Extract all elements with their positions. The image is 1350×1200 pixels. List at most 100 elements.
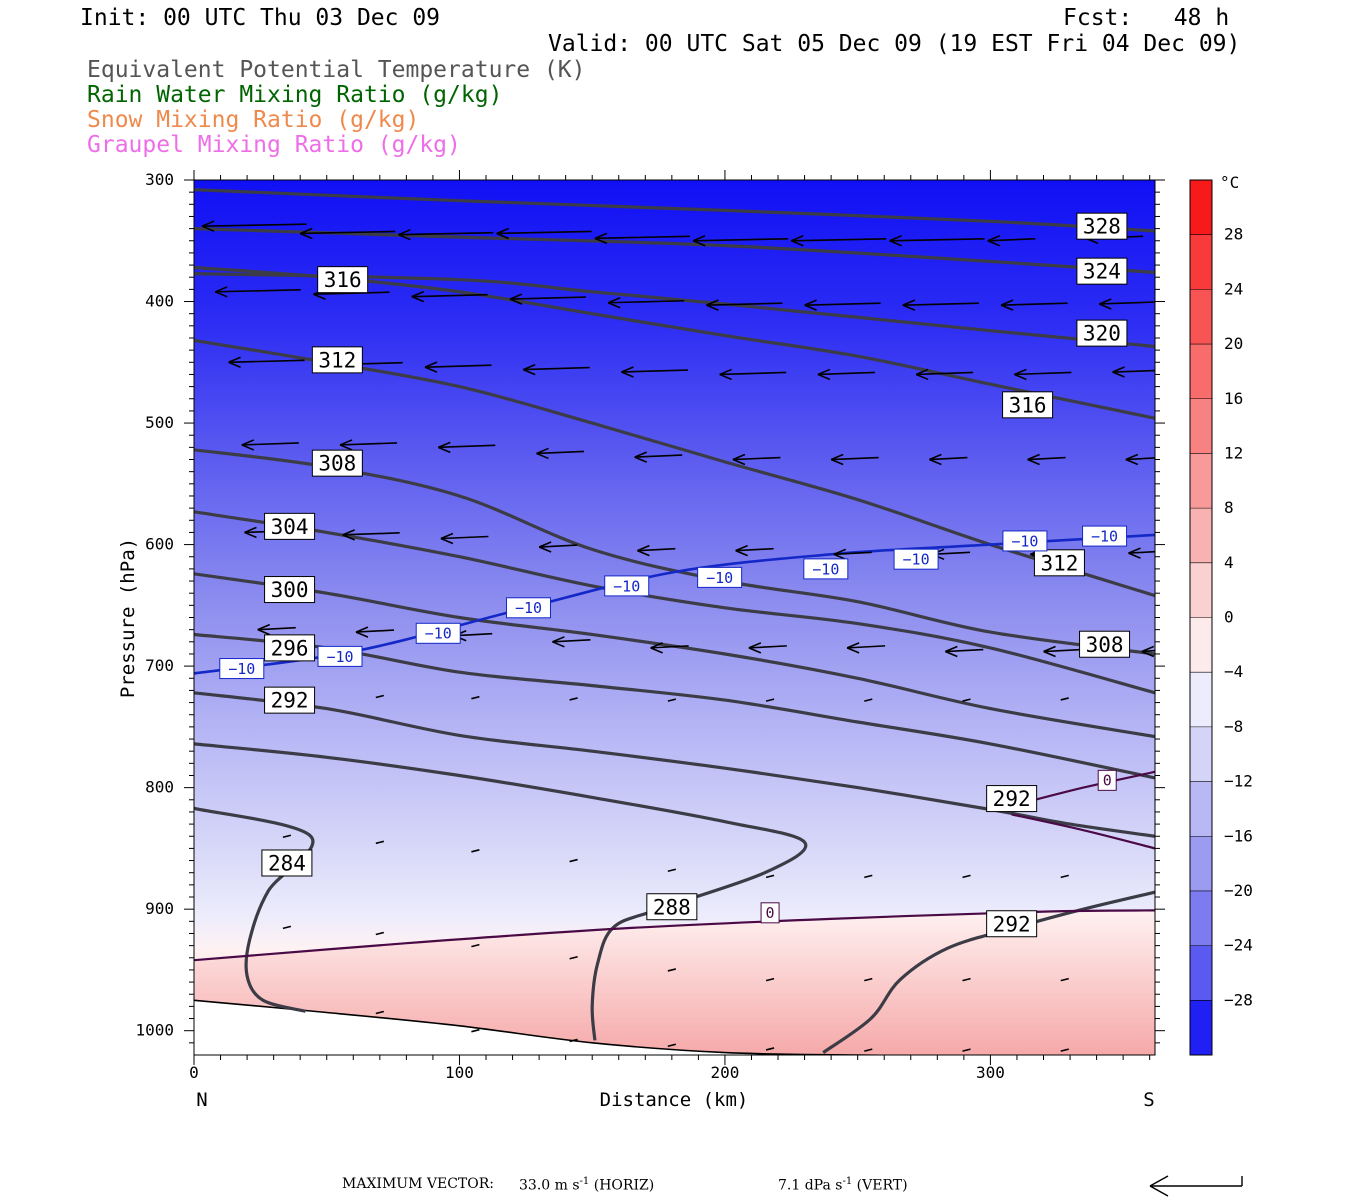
colorbar-swatch — [1190, 289, 1212, 345]
wind-vector — [830, 453, 879, 466]
theta-e-label-308-box — [311, 449, 363, 477]
colorbar-label: 28 — [1224, 225, 1243, 244]
colorbar-label: −12 — [1224, 772, 1253, 791]
wind-vector-small — [282, 925, 292, 930]
forecast-hour: Fcst: 48 h — [1063, 5, 1230, 31]
max-horiz-vector: 33.0 m s-1 (HORIZ) — [519, 1176, 655, 1194]
colorbar-label: −16 — [1224, 826, 1253, 845]
theta-e-label-312-b-box — [1033, 549, 1085, 577]
theta-e-contour-292 — [194, 691, 1155, 838]
theta-e-label-296-box — [264, 634, 316, 662]
colorbar-swatch — [1190, 1000, 1212, 1056]
wind-vector — [607, 297, 685, 309]
theta-e-label-284-box — [261, 849, 313, 877]
theta-e-label-292-box — [986, 910, 1038, 938]
isotherm-minus10c-label-2: −10 — [425, 625, 452, 643]
wind-vector — [732, 453, 781, 466]
colorbar-swatch — [1190, 672, 1212, 728]
wind-vector-small — [667, 698, 677, 702]
wind-vector — [1098, 298, 1155, 310]
wind-vector-small — [1060, 1048, 1069, 1052]
theta-e-label-312-b: 312 — [1040, 551, 1078, 575]
wind-vector-small — [864, 1048, 873, 1052]
theta-e-label-328-box — [1076, 212, 1128, 240]
theta-e-label-292-box — [264, 686, 316, 714]
colorbar-swatch — [1190, 836, 1212, 892]
terrain — [194, 1000, 858, 1055]
colorbar-unit: °C — [1220, 173, 1239, 192]
y-tick-label: 500 — [145, 413, 174, 432]
wind-vector — [735, 544, 774, 557]
y-tick-label: 300 — [145, 170, 174, 189]
wind-vector — [621, 366, 688, 378]
above-freezing-region — [194, 910, 1155, 1055]
colorbar-label: 20 — [1224, 334, 1243, 353]
wind-vector — [846, 642, 886, 654]
ground-line — [194, 999, 939, 1055]
wind-vector — [241, 439, 299, 451]
colorbar-swatch — [1190, 398, 1212, 454]
isotherm-minus10c-label-8-box — [1002, 530, 1048, 552]
isotherm-minus10c-label-7-box — [893, 548, 939, 570]
wind-vector — [536, 447, 585, 460]
wind-vector-small — [471, 695, 480, 700]
isotherm-minus10c-label-8: −10 — [1011, 532, 1038, 550]
wind-vector — [817, 368, 875, 381]
wind-vector-small — [375, 931, 385, 936]
wind-vector — [915, 368, 974, 381]
theta-e-label-292: 292 — [271, 689, 309, 713]
wind-vector-small — [569, 697, 578, 701]
wind-vector-small — [471, 943, 480, 948]
y-tick-label: 900 — [145, 899, 174, 918]
wind-vector-small — [962, 1048, 971, 1052]
wind-vector-small — [765, 1047, 775, 1051]
isotherm-minus10c-label-9-box — [1082, 525, 1128, 547]
wind-vector — [594, 232, 690, 245]
wind-vector-small — [765, 874, 775, 879]
colorbar-label: −20 — [1224, 881, 1253, 900]
wind-vector — [440, 532, 489, 545]
isotherm-minus10c-label-1: −10 — [326, 648, 353, 666]
wind-vector-small — [962, 977, 971, 982]
theta-e-label-296: 296 — [271, 636, 309, 660]
isotherm-minus10c-label-9: −10 — [1091, 527, 1118, 545]
isotherm-minus10c-label-4-box — [604, 575, 650, 597]
colorbar-swatch — [1190, 617, 1212, 673]
max-vector-label: MAXIMUM VECTOR: — [342, 1176, 494, 1192]
theta-e-label-288-box — [646, 893, 698, 921]
wind-vector-small — [864, 977, 873, 982]
theta-e-contour-284 — [194, 806, 315, 1013]
wind-vector — [342, 529, 400, 541]
theta-e-label-308-b: 308 — [1086, 633, 1124, 657]
wind-vector — [228, 356, 305, 369]
wind-vector — [748, 642, 787, 654]
x-tick-label: 0 — [189, 1063, 199, 1082]
wind-vector — [299, 227, 396, 240]
wind-vector — [398, 228, 494, 241]
wind-vector-small — [375, 1010, 385, 1015]
theta-e-label-316-box — [317, 266, 369, 294]
y-tick-label: 1000 — [135, 1021, 174, 1040]
wind-vector — [987, 235, 1036, 247]
x-tick-label: 300 — [976, 1063, 1005, 1082]
north-label: N — [196, 1089, 207, 1111]
isotherm-minus10c-label-1-box — [317, 645, 363, 667]
isotherm-0c-0 — [194, 909, 1155, 962]
isotherm-minus10c-label-0-box — [219, 658, 265, 680]
wind-vector — [719, 368, 787, 381]
colorbar-label: 4 — [1224, 553, 1234, 572]
wind-vector — [634, 451, 683, 463]
y-tick-label: 400 — [145, 292, 174, 311]
legend-graupel: Graupel Mixing Ratio (g/kg) — [87, 132, 461, 158]
theta-e-label-324: 324 — [1083, 260, 1121, 284]
wind-vector — [1141, 645, 1155, 658]
colorbar-label: 16 — [1224, 389, 1243, 408]
wind-vector — [411, 290, 488, 303]
theta-e-contour-328 — [194, 188, 1155, 233]
theta-e-label-304-box — [264, 512, 316, 540]
theta-e-contour-300 — [194, 572, 1155, 739]
wind-vector — [1000, 299, 1068, 311]
wind-vector — [650, 642, 689, 654]
isotherm-minus10c-label-6: −10 — [812, 560, 839, 578]
